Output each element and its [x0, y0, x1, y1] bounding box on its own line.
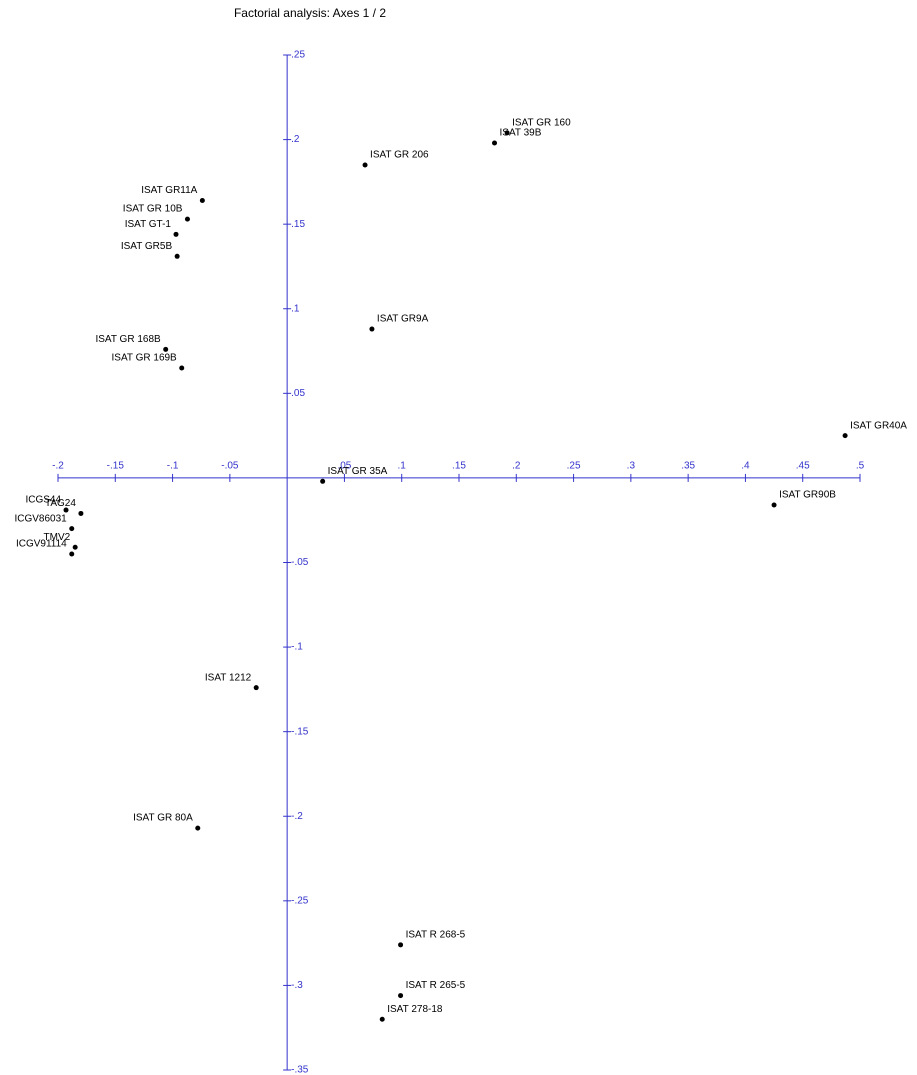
point-label: ISAT GR 10B — [123, 204, 183, 215]
point-label: ISAT 1212 — [205, 672, 252, 683]
point-label: ICGV91114 — [16, 539, 67, 550]
x-tick-label: -.15 — [107, 461, 125, 472]
x-tick-label: -.2 — [52, 461, 64, 472]
point — [398, 993, 403, 998]
x-tick-label: .3 — [627, 461, 636, 472]
y-tick-label: -.2 — [291, 811, 303, 822]
x-tick-label: -.1 — [167, 461, 179, 472]
y-tick-label: -.1 — [291, 642, 303, 653]
point — [380, 1017, 385, 1022]
point — [195, 826, 200, 831]
y-tick-label: -.05 — [291, 557, 309, 568]
point — [175, 254, 180, 259]
point — [174, 232, 179, 237]
y-tick-label: .2 — [291, 134, 300, 145]
point — [200, 198, 205, 203]
point-label: ISAT 278-18 — [387, 1004, 443, 1015]
point-label: ISAT GR 80A — [133, 813, 193, 824]
point-label: ISAT GR11A — [141, 185, 197, 196]
point-label: ISAT R 268-5 — [406, 929, 466, 940]
point-label: ISAT R 265-5 — [406, 980, 466, 991]
point-label: ISAT GR5B — [121, 241, 173, 252]
point — [492, 140, 497, 145]
point — [163, 347, 168, 352]
point-label: TAG24 — [45, 498, 76, 509]
point — [254, 685, 259, 690]
x-tick-label: .35 — [681, 461, 695, 472]
x-tick-label: .4 — [741, 461, 750, 472]
point-label: ISAT GR40A — [850, 420, 907, 431]
x-tick-label: .1 — [398, 461, 407, 472]
point-label: ISAT 39B — [500, 128, 542, 139]
x-tick-label: .2 — [512, 461, 521, 472]
point-label: ISAT GR90B — [779, 490, 836, 501]
y-tick-label: .15 — [291, 219, 305, 230]
x-tick-label: .5 — [856, 461, 865, 472]
x-tick-label: -.05 — [221, 461, 239, 472]
x-tick-label: .25 — [567, 461, 581, 472]
point-label: ISAT GR9A — [377, 314, 429, 325]
point — [73, 545, 78, 550]
point-label: ISAT GR 206 — [370, 150, 429, 161]
y-tick-label: -.3 — [291, 980, 303, 991]
point-label: ISAT GR 35A — [328, 466, 388, 477]
point — [369, 327, 374, 332]
y-tick-label: .25 — [291, 50, 305, 61]
y-tick-label: .1 — [291, 303, 300, 314]
y-tick-label: .05 — [291, 388, 305, 399]
point — [78, 511, 83, 516]
point — [179, 365, 184, 370]
point — [185, 217, 190, 222]
point — [772, 502, 777, 507]
point-label: ISAT GR 168B — [95, 334, 161, 345]
point — [398, 942, 403, 947]
chart-title: Factorial analysis: Axes 1 / 2 — [234, 6, 386, 20]
y-tick-label: -.25 — [291, 895, 309, 906]
x-tick-label: .15 — [452, 461, 466, 472]
point — [69, 552, 74, 557]
x-tick-label: .45 — [796, 461, 810, 472]
point — [69, 526, 74, 531]
point — [363, 162, 368, 167]
point-label: ISAT GT-1 — [125, 219, 172, 230]
y-tick-label: -.15 — [291, 726, 309, 737]
point — [320, 479, 325, 484]
point-label: ISAT GR 169B — [112, 353, 178, 364]
point-label: ICGV86031 — [14, 513, 67, 524]
y-tick-label: -.35 — [291, 1065, 309, 1075]
point — [843, 433, 848, 438]
